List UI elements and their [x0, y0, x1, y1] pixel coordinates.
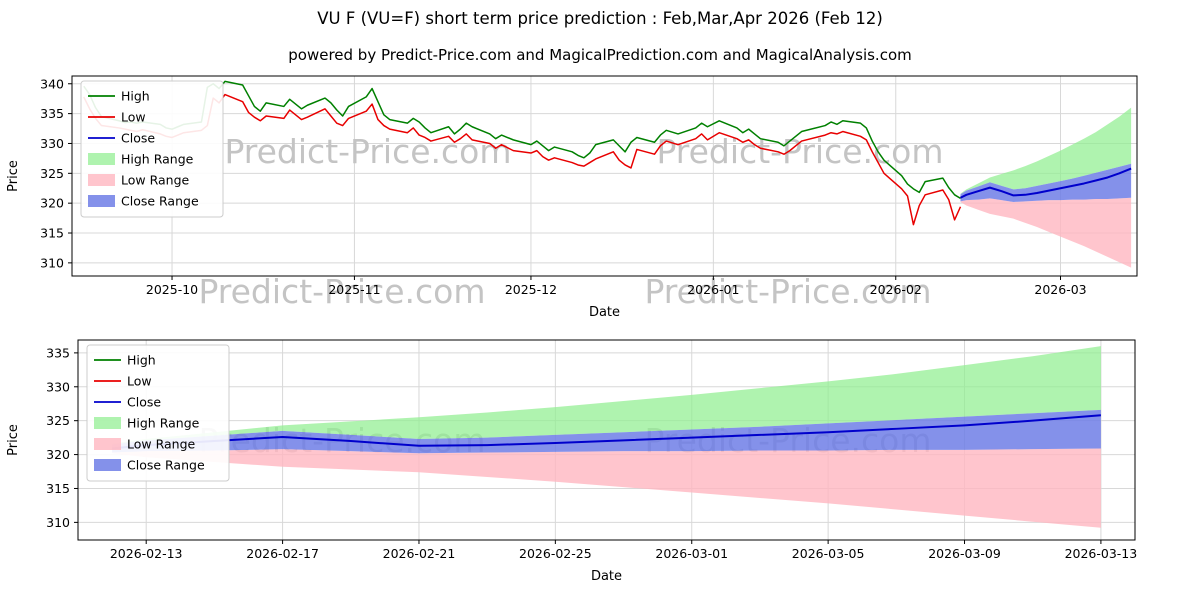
legend-sample-5	[88, 195, 115, 207]
prediction-zoom-chart: Predict-Price.comPredict-Price.com310315…	[6, 339, 1137, 584]
legend-sample-5	[94, 459, 121, 471]
y-tick-label: 315	[46, 481, 70, 496]
y-axis-label: Price	[6, 160, 21, 192]
legend-sample-4	[94, 438, 121, 450]
price-history-chart: Predict-Price.com Predict-Price.com Predic…	[6, 75, 1138, 320]
legend-box	[86, 344, 230, 482]
high-range-band	[112, 346, 1101, 445]
x-axis-label: Date	[591, 569, 622, 584]
legend-label: High	[121, 89, 150, 104]
y-tick-label: 310	[40, 255, 64, 270]
y-tick-label: 330	[46, 379, 70, 394]
watermark: Predict-Price.com	[644, 272, 931, 311]
y-tick-label: 315	[40, 226, 64, 241]
y-tick-label: 325	[46, 413, 70, 428]
legend-sample-3	[88, 153, 115, 165]
x-tick-label: 2026-03-01	[655, 546, 728, 561]
plot-frame	[77, 339, 1136, 541]
x-tick-label: 2026-02	[870, 282, 922, 297]
legend-label: Low Range	[121, 173, 190, 188]
x-tick-label: 2025-12	[505, 282, 557, 297]
y-tick-label: 335	[46, 345, 70, 360]
y-tick-label: 320	[40, 196, 64, 211]
legend-label: High Range	[121, 152, 194, 167]
grid	[72, 76, 1137, 276]
legend-sample-3	[94, 417, 121, 429]
y-tick-label: 330	[40, 136, 64, 151]
legend-sample-4	[88, 174, 115, 186]
legend-label: Low Range	[127, 437, 196, 452]
x-axis-label: Date	[589, 305, 620, 320]
chart-title: VU F (VU=F) short term price prediction …	[317, 9, 883, 28]
x-tick-label: 2026-02-13	[110, 546, 183, 561]
x-tick-label: 2025-11	[328, 282, 380, 297]
low-range-band	[960, 197, 1132, 268]
y-tick-label: 340	[40, 76, 64, 91]
legend-box	[80, 80, 224, 218]
chart-subtitle: powered by Predict-Price.com and Magical…	[288, 46, 912, 64]
y-tick-label: 325	[40, 166, 64, 181]
axis-ticks: 310 315 320 325 330 335 2026-02-13 2026-02-17 20…	[46, 345, 1137, 561]
x-tick-label: 2026-02-21	[383, 546, 456, 561]
watermark: Predict-Price.com	[224, 132, 511, 171]
legend-label: Low	[121, 110, 146, 125]
x-tick-label: 2026-03-13	[1065, 546, 1138, 561]
x-tick-label: 2026-02-17	[246, 546, 319, 561]
legend-label: Close Range	[127, 458, 205, 473]
watermark: Predict-Price.com	[198, 272, 485, 311]
legend-label: Close	[121, 131, 155, 146]
x-tick-label: 2026-03	[1034, 282, 1086, 297]
close-line	[960, 167, 1132, 199]
x-tick-label: 2026-01	[687, 282, 739, 297]
y-axis-label: Price	[6, 424, 21, 456]
y-tick-label: 335	[40, 106, 64, 121]
high-range-band	[960, 107, 1132, 195]
plot-frame	[71, 75, 1138, 277]
x-tick-label: 2026-02-25	[519, 546, 592, 561]
legend: High Low Close High Range Low Range Close Ran…	[80, 80, 224, 218]
x-tick-label: 2026-03-09	[928, 546, 1001, 561]
close-line	[111, 414, 1101, 450]
watermark: Predict-Price.com	[656, 132, 943, 171]
y-tick-label: 320	[46, 447, 70, 462]
y-tick-label: 310	[46, 515, 70, 530]
x-tick-label: 2026-03-05	[792, 546, 865, 561]
legend-label: Close	[127, 395, 161, 410]
legend-label: Low	[127, 374, 152, 389]
legend-label: High	[127, 353, 156, 368]
axis-ticks: 310 315 320 325 330 335 340 2025-10 2025-11 2025-…	[40, 76, 1086, 297]
legend: High Low Close High Range Low Range Close Ran…	[86, 344, 230, 482]
low-range-band	[112, 448, 1101, 528]
x-tick-label: 2025-10	[146, 282, 198, 297]
legend-label: High Range	[127, 416, 200, 431]
legend-label: Close Range	[121, 194, 199, 209]
